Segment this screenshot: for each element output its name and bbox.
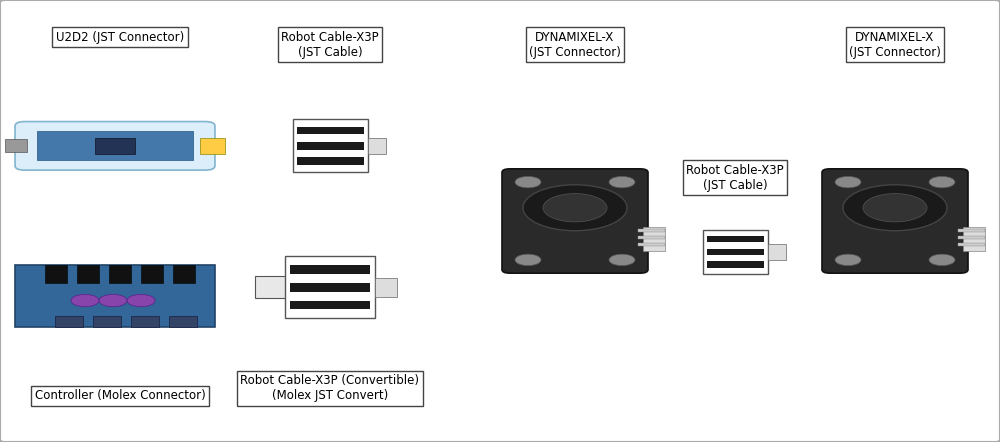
Circle shape — [127, 294, 155, 307]
Circle shape — [835, 254, 861, 266]
Text: Controller (Molex Connector): Controller (Molex Connector) — [35, 389, 205, 402]
Bar — [169, 316, 197, 327]
Bar — [285, 256, 375, 318]
Bar — [173, 265, 195, 283]
Circle shape — [543, 194, 607, 222]
Text: DYNAMIXEL-X
(JST Connector): DYNAMIXEL-X (JST Connector) — [849, 31, 941, 59]
Bar — [95, 138, 135, 154]
Text: Robot Cable-X3P
(JST Cable): Robot Cable-X3P (JST Cable) — [686, 164, 784, 191]
Bar — [5, 139, 27, 152]
Bar — [706, 261, 764, 268]
Bar — [643, 226, 665, 251]
Bar — [706, 249, 764, 255]
Bar — [706, 236, 764, 243]
Bar — [37, 131, 193, 160]
FancyBboxPatch shape — [15, 122, 215, 170]
Bar — [638, 243, 665, 246]
FancyBboxPatch shape — [822, 169, 968, 273]
Bar — [200, 138, 225, 154]
Bar — [131, 316, 159, 327]
Bar — [297, 142, 364, 150]
Bar — [958, 243, 985, 246]
Circle shape — [843, 185, 947, 231]
Bar — [255, 276, 287, 298]
Bar — [141, 265, 163, 283]
Circle shape — [929, 176, 955, 188]
Bar — [958, 229, 985, 232]
Circle shape — [609, 254, 635, 266]
Circle shape — [863, 194, 927, 222]
Bar — [77, 265, 99, 283]
Bar — [638, 236, 665, 239]
Bar — [958, 236, 985, 239]
Bar — [290, 265, 370, 274]
Circle shape — [609, 176, 635, 188]
Bar — [375, 278, 397, 297]
Bar — [15, 265, 215, 327]
Bar — [293, 119, 368, 172]
Bar — [768, 244, 786, 260]
Circle shape — [835, 176, 861, 188]
Circle shape — [99, 294, 127, 307]
Bar — [702, 230, 768, 274]
Bar — [109, 265, 131, 283]
Bar — [297, 127, 364, 134]
Text: Robot Cable-X3P
(JST Cable): Robot Cable-X3P (JST Cable) — [281, 31, 379, 59]
Text: Robot Cable-X3P (Convertible)
(Molex JST Convert): Robot Cable-X3P (Convertible) (Molex JST… — [240, 374, 420, 402]
Bar — [290, 301, 370, 309]
Circle shape — [523, 185, 627, 231]
Circle shape — [929, 254, 955, 266]
Circle shape — [515, 176, 541, 188]
Bar — [93, 316, 121, 327]
Bar — [290, 283, 370, 292]
Circle shape — [71, 294, 99, 307]
Text: U2D2 (JST Connector): U2D2 (JST Connector) — [56, 31, 184, 44]
Bar — [297, 157, 364, 165]
Bar — [963, 226, 985, 251]
FancyBboxPatch shape — [502, 169, 648, 273]
Bar — [368, 138, 386, 154]
Bar — [45, 265, 67, 283]
Bar — [55, 316, 83, 327]
Text: DYNAMIXEL-X
(JST Connector): DYNAMIXEL-X (JST Connector) — [529, 31, 621, 59]
Bar — [638, 229, 665, 232]
Circle shape — [515, 254, 541, 266]
